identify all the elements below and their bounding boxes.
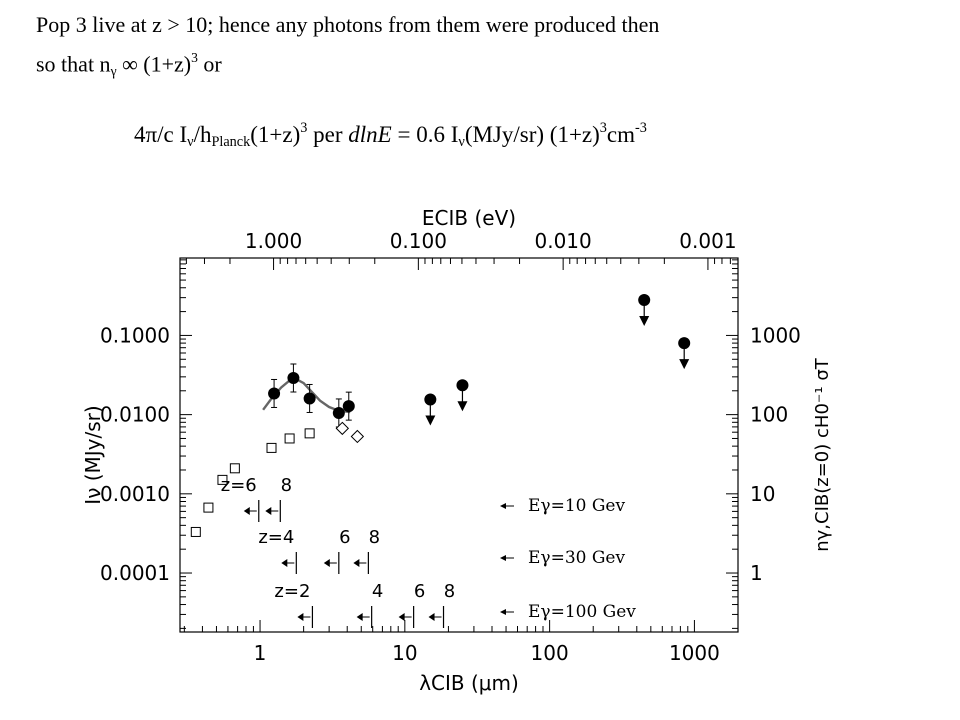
threshold-arrowhead [265,507,272,515]
energy-arrowhead [500,609,506,615]
threshold-arrowhead [297,613,304,621]
open-square-point [266,442,277,453]
threshold-arrowhead [356,613,363,621]
filled-circle-point [638,294,651,307]
plot-frame [179,257,739,633]
right-tick-label: 10 [750,482,775,506]
energy-arrowhead [500,503,506,509]
filled-circle-point [287,372,300,385]
filled-circle-point [678,337,691,350]
x-tick-label: 1 [254,641,267,665]
formula-sup-3b: 3 [599,120,607,136]
filled-circle-point [342,400,355,413]
y-tick-label: 0.1000 [100,323,170,347]
intro-line: Pop 3 live at z > 10; hence any photons … [36,12,660,37]
y-axis-title: Iν (MJy/sr) [81,405,105,504]
formula-part-d: per [307,121,349,147]
open-square-point [304,428,315,439]
top-tick-label: 0.001 [679,229,736,253]
formula-part-h: cm [606,121,636,147]
filled-circle-point [332,406,345,419]
threshold-arrowhead [243,507,250,515]
formula-part-c: (1+z) [250,121,301,147]
formula-sub-nu2: ν [458,134,465,151]
threshold-z-label: z=4 [258,527,294,548]
threshold-arrowhead [353,559,360,567]
formula-sup-minus3: -3 [635,120,647,136]
threshold-z-label: z=2 [274,581,310,602]
line2-text-a: so that n [36,51,111,77]
y-tick-label: 0.0010 [100,482,170,506]
upper-limit-arrow [639,316,650,327]
formula-sup-3a: 3 [300,120,308,136]
energy-label: Eγ=10 Gev [528,496,625,516]
formula-part-b: /h [193,121,212,147]
proportionality-line: so that nγ ∞ (1+z)3 or [36,50,222,80]
filled-circle-point [268,387,281,400]
open-square-point [190,526,201,537]
x-tick-label: 100 [531,641,569,665]
open-square-point [284,433,295,444]
threshold-z-label: z=6 [221,475,257,496]
energy-label: Eγ=100 Gev [528,602,636,622]
right-tick-label: 100 [750,403,788,427]
threshold-arrowhead [323,559,330,567]
energy-label: Eγ=30 Gev [528,548,625,568]
x-tick-label: 1000 [669,641,720,665]
top-tick-label: 1.000 [245,229,302,253]
y-tick-label: 0.0001 [100,561,170,585]
x-axis-title: λCIB (μm) [419,671,519,695]
open-square-point [203,502,214,513]
cube-superscript: 3 [191,50,198,65]
threshold-z-value: 6 [339,527,350,548]
threshold-z-value: 6 [414,581,425,602]
open-square-point [229,463,240,474]
threshold-z-value: 8 [281,475,292,496]
threshold-z-value: 8 [369,527,380,548]
top-tick-label: 0.100 [390,229,447,253]
upper-limit-arrow [457,401,468,412]
filled-circle-point [456,379,469,392]
right-axis-title: nγ,CIB(z=0) cH0⁻¹ σT [812,357,833,551]
open-square-point [217,474,228,485]
threshold-z-value: 8 [444,581,455,602]
threshold-arrowhead [281,559,288,567]
line2-text-b: ∞ (1+z) [116,51,192,77]
x-tick-label: 10 [392,641,417,665]
y-tick-label: 0.0100 [100,403,170,427]
conversion-formula: 4π/c Iν/hPlanck(1+z)3 per dlnE = 0.6 Iν(… [134,120,647,151]
threshold-arrowhead [428,613,435,621]
open-diamond-point [350,429,365,444]
formula-part-f: = 0.6 I [391,121,459,147]
line2-text-c: or [197,51,222,77]
upper-limit-arrow [425,415,436,426]
open-diamond-point [335,421,350,436]
energy-arrowhead [500,555,506,561]
formula-sub-planck: Planck [211,134,251,151]
upper-limit-arrow [679,359,690,370]
right-tick-label: 1000 [750,323,801,347]
formula-dlne: dlnE [348,121,392,147]
gamma-subscript: γ [110,63,117,79]
right-tick-label: 1 [750,561,763,585]
formula-part-g: (MJy/sr) (1+z) [464,121,600,147]
formula-part-a: 4π/c I [134,121,188,147]
filled-circle-point [303,392,316,405]
formula-sub-nu: ν [187,134,194,151]
top-tick-label: 0.010 [535,229,592,253]
top-axis-title: ECIB (eV) [422,206,516,230]
threshold-z-value: 4 [372,581,383,602]
threshold-arrowhead [398,613,405,621]
filled-circle-point [424,393,437,406]
